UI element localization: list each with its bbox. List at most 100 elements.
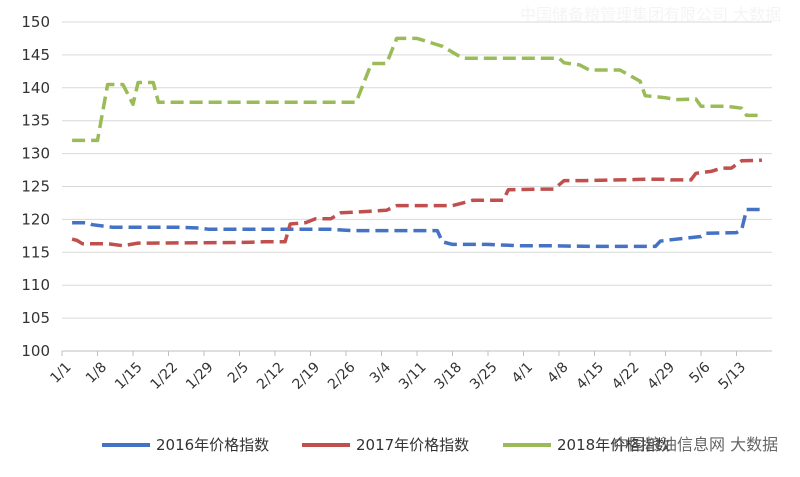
data-point bbox=[106, 242, 109, 245]
x-tick-label-group: 4/1 bbox=[509, 359, 536, 386]
data-point bbox=[157, 101, 160, 104]
x-tick-label-group: 3/4 bbox=[367, 359, 394, 386]
data-point bbox=[136, 81, 139, 84]
data-point bbox=[329, 228, 332, 231]
y-tick-label: 150 bbox=[21, 13, 50, 31]
x-tick-label: 4/8 bbox=[544, 359, 571, 386]
data-point bbox=[370, 62, 373, 65]
x-tick-label-group: 2/19 bbox=[290, 359, 324, 393]
x-tick-label: 4/1 bbox=[509, 359, 536, 386]
data-point bbox=[441, 240, 444, 243]
legend-label-2: 2017年价格指数 bbox=[356, 436, 469, 454]
data-point bbox=[385, 62, 388, 65]
data-point bbox=[289, 222, 292, 225]
data-point bbox=[147, 226, 150, 229]
data-point bbox=[644, 94, 647, 97]
x-tick-label-group: 3/25 bbox=[467, 359, 501, 393]
watermark-text: 中国粮油信息网 大数据 bbox=[613, 435, 778, 454]
data-point bbox=[578, 63, 581, 66]
x-tick-label-group: 4/15 bbox=[574, 359, 608, 393]
data-point bbox=[76, 239, 79, 242]
data-point bbox=[263, 101, 266, 104]
series-lines bbox=[71, 36, 763, 249]
data-point bbox=[725, 105, 728, 108]
x-tick-label: 2/12 bbox=[254, 359, 288, 393]
x-tick-label: 1/1 bbox=[47, 359, 74, 386]
data-point bbox=[329, 217, 332, 220]
data-point bbox=[710, 170, 713, 173]
data-point bbox=[740, 228, 743, 231]
data-point bbox=[294, 228, 297, 231]
data-point bbox=[96, 139, 99, 142]
data-point bbox=[760, 208, 763, 211]
y-tick-label: 130 bbox=[21, 145, 50, 163]
gridlines bbox=[62, 21, 772, 352]
data-point bbox=[507, 188, 510, 191]
data-point bbox=[81, 242, 84, 245]
x-tick-label: 2/26 bbox=[325, 359, 359, 393]
x-tick-label: 1/15 bbox=[112, 359, 146, 393]
data-point bbox=[639, 80, 642, 83]
x-tick-label: 2/19 bbox=[290, 359, 324, 393]
x-tick-label-group: 1/29 bbox=[183, 359, 217, 393]
x-tick-label: 4/29 bbox=[645, 359, 679, 393]
data-point bbox=[699, 235, 702, 238]
data-point bbox=[542, 244, 545, 247]
series-line-2 bbox=[71, 158, 762, 248]
data-point bbox=[121, 83, 124, 86]
data-point bbox=[669, 178, 672, 181]
x-tick-label: 2/5 bbox=[225, 359, 252, 386]
data-point bbox=[664, 178, 667, 181]
data-point bbox=[735, 231, 738, 234]
data-point bbox=[745, 114, 748, 117]
data-point bbox=[760, 159, 763, 162]
watermark-text-top: 中国储备粮管理集团有限公司 大数据 bbox=[520, 5, 781, 24]
data-point bbox=[420, 204, 423, 207]
x-tick-label: 3/11 bbox=[396, 359, 430, 393]
data-point bbox=[415, 37, 418, 40]
data-point bbox=[420, 229, 423, 232]
data-point bbox=[583, 179, 586, 182]
data-point bbox=[669, 238, 672, 241]
data-point bbox=[197, 101, 200, 104]
data-point bbox=[385, 209, 388, 212]
y-tick-label: 110 bbox=[21, 276, 50, 294]
data-point bbox=[390, 229, 393, 232]
data-point bbox=[654, 245, 657, 248]
data-point bbox=[760, 114, 763, 117]
x-tick-label-group: 2/12 bbox=[254, 359, 288, 393]
x-tick-label: 1/8 bbox=[83, 359, 110, 386]
data-point bbox=[517, 244, 520, 247]
data-point bbox=[740, 159, 743, 162]
data-point bbox=[689, 178, 692, 181]
x-tick-label-group: 2/26 bbox=[325, 359, 359, 393]
y-axis: 100 105 110 115 120 125 130 135 140 145 150 bbox=[21, 13, 50, 360]
x-tick-label-group: 1/1 bbox=[47, 359, 74, 386]
data-point bbox=[131, 226, 134, 229]
data-point bbox=[461, 57, 464, 60]
data-point bbox=[111, 226, 114, 229]
data-point bbox=[152, 241, 155, 244]
data-point bbox=[644, 178, 647, 181]
data-point bbox=[562, 179, 565, 182]
data-point bbox=[552, 188, 555, 191]
data-point bbox=[349, 229, 352, 232]
data-point bbox=[557, 57, 560, 60]
data-point bbox=[618, 68, 621, 71]
x-tick-label-group: 1/8 bbox=[83, 359, 110, 386]
data-point bbox=[395, 204, 398, 207]
x-tick-label-group: 1/15 bbox=[112, 359, 146, 393]
x-tick-label-group: 5/13 bbox=[716, 359, 750, 393]
x-tick-label-group: 5/6 bbox=[686, 359, 713, 386]
x-tick-label: 3/4 bbox=[367, 359, 394, 386]
data-point bbox=[618, 178, 621, 181]
data-point bbox=[659, 240, 662, 243]
data-point bbox=[197, 226, 200, 229]
series-line-1 bbox=[72, 207, 762, 249]
y-tick-label: 100 bbox=[21, 342, 50, 360]
watermark-text-left: 大数跨境 bbox=[40, 455, 92, 470]
data-point bbox=[91, 223, 94, 226]
data-point bbox=[451, 243, 454, 246]
data-point bbox=[537, 188, 540, 191]
